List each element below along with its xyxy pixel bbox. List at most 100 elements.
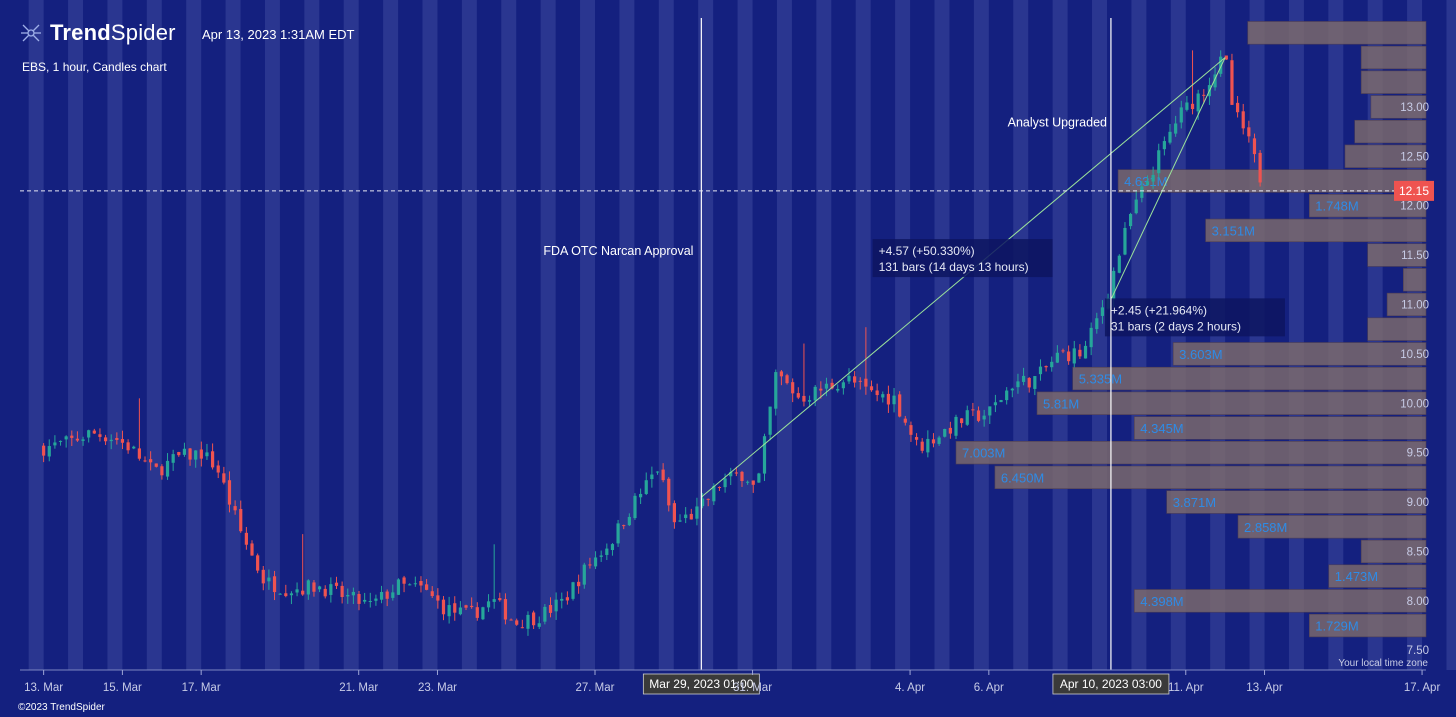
volume-profile-label: 3.871M xyxy=(1173,495,1216,510)
candle xyxy=(610,544,615,551)
candle xyxy=(351,591,355,596)
candle xyxy=(757,473,761,483)
y-tick-label: 11.00 xyxy=(1401,299,1429,311)
candle xyxy=(898,394,902,417)
measure-bars: 131 bars (14 days 13 hours) xyxy=(879,260,1029,274)
candle xyxy=(289,593,294,596)
session-band xyxy=(658,0,674,670)
candle xyxy=(486,601,491,608)
candle xyxy=(346,595,350,597)
session-band xyxy=(895,0,911,670)
candle xyxy=(548,604,553,613)
candle xyxy=(154,463,158,467)
candle xyxy=(577,581,581,587)
candle xyxy=(92,430,96,434)
candle xyxy=(869,386,874,391)
candle xyxy=(988,406,992,416)
session-band xyxy=(1052,0,1068,670)
candle xyxy=(498,598,502,601)
volume-profile-label: 1.748M xyxy=(1315,199,1358,214)
candle xyxy=(87,430,91,438)
volume-profile-label: 2.858M xyxy=(1244,520,1287,535)
candle xyxy=(295,589,299,593)
candle xyxy=(441,599,446,615)
candle xyxy=(503,599,508,620)
candle xyxy=(1179,107,1183,123)
copyright: ©2023 TrendSpider xyxy=(18,702,105,713)
candle xyxy=(554,599,558,612)
candle xyxy=(1247,127,1251,137)
measure-change: +2.45 (+21.964%) xyxy=(1111,303,1207,317)
candle xyxy=(222,473,226,483)
candle xyxy=(239,508,243,532)
candle xyxy=(1055,352,1059,363)
candle xyxy=(633,495,637,519)
candle xyxy=(689,513,693,520)
candle xyxy=(1168,131,1172,143)
x-tick-label: 13. Mar xyxy=(24,682,63,694)
spider-icon xyxy=(21,24,41,42)
candle xyxy=(1219,56,1223,74)
candle xyxy=(537,623,541,627)
session-band xyxy=(107,0,123,670)
candle xyxy=(762,436,767,474)
candle xyxy=(1185,102,1189,110)
candle xyxy=(244,532,248,545)
candle xyxy=(374,598,378,601)
session-band xyxy=(855,0,871,670)
session-band xyxy=(934,0,950,670)
candle xyxy=(413,583,417,585)
candle xyxy=(227,480,232,505)
candle xyxy=(182,448,187,455)
volume-profile-bar xyxy=(1403,268,1427,292)
candle xyxy=(836,388,840,391)
volume-profile-bar xyxy=(1309,613,1427,638)
candle xyxy=(830,382,834,389)
candle xyxy=(886,393,891,405)
candle xyxy=(64,436,68,440)
volume-profile-bar xyxy=(1036,391,1427,415)
candle xyxy=(1134,199,1138,214)
candle xyxy=(160,466,164,476)
session-band xyxy=(816,0,832,670)
candle xyxy=(622,525,626,527)
candle xyxy=(1162,141,1166,150)
candle xyxy=(210,451,215,468)
candle xyxy=(216,465,220,473)
candle xyxy=(171,454,175,463)
y-tick-label: 9.50 xyxy=(1407,448,1429,460)
candle xyxy=(408,584,412,586)
candle xyxy=(340,585,344,598)
candle xyxy=(593,557,598,567)
candle xyxy=(729,471,733,477)
candle xyxy=(363,599,367,602)
session-band xyxy=(540,0,556,670)
candle xyxy=(424,584,429,590)
candle xyxy=(909,425,913,435)
candle xyxy=(954,416,958,436)
measure-bars: 31 bars (2 days 2 hours) xyxy=(1111,319,1241,333)
candle xyxy=(109,439,113,442)
candle xyxy=(875,390,879,396)
candle xyxy=(740,471,744,481)
volume-profile-label: 6.450M xyxy=(1001,470,1044,485)
candle xyxy=(723,478,727,488)
candle xyxy=(847,375,851,382)
candle xyxy=(470,605,474,608)
volume-profile-bar xyxy=(1370,95,1427,119)
candle xyxy=(914,437,919,440)
candle xyxy=(430,591,434,596)
volume-profile-bar xyxy=(1360,70,1427,94)
candle xyxy=(948,427,952,434)
volume-profile-bar xyxy=(1166,490,1427,514)
candle xyxy=(103,437,108,442)
volume-profile-bar xyxy=(1360,539,1427,564)
candle xyxy=(864,378,868,387)
candle xyxy=(368,600,372,602)
volume-profile-bar xyxy=(1386,292,1427,317)
candle xyxy=(717,486,722,488)
x-tick-label: 6. Apr xyxy=(974,682,1004,694)
candle xyxy=(165,460,170,477)
candle xyxy=(588,564,592,566)
